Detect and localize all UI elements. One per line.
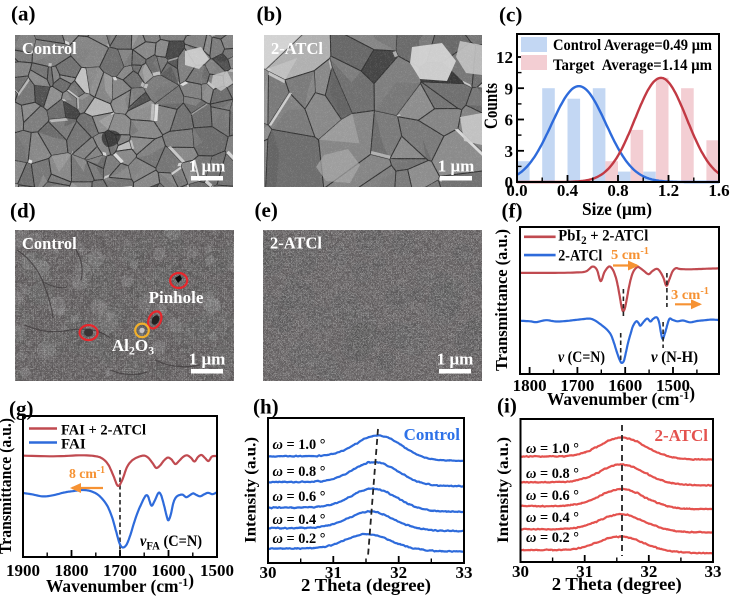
svg-text:Transmittance (a.u.): Transmittance (a.u.) [492,229,511,371]
svg-text:31: 31 [325,563,342,582]
svg-text:8 cm-1: 8 cm-1 [69,465,105,482]
svg-text:1800: 1800 [55,561,89,580]
svg-text:(e): (e) [255,198,278,222]
svg-text:32: 32 [390,563,407,582]
svg-text:FAI: FAI [61,437,86,453]
svg-text:30: 30 [260,563,277,582]
svg-text:(b): (b) [257,2,283,26]
svg-text:νFA (C=N): νFA (C=N) [140,533,202,553]
svg-text:ν (N-H): ν (N-H) [651,349,698,366]
svg-text:ω = 1.0 °: ω = 1.0 ° [526,441,579,457]
svg-text:31: 31 [576,562,593,581]
svg-text:0.0: 0.0 [506,181,527,200]
svg-text:1900: 1900 [6,561,40,580]
svg-text:Target Average=1.14 μm: Target Average=1.14 μm [553,57,713,74]
svg-text:ω = 0.8 °: ω = 0.8 ° [526,466,579,482]
svg-text:2 Theta (degree): 2 Theta (degree) [301,575,431,596]
svg-text:3: 3 [505,142,514,161]
svg-text:1700: 1700 [560,376,594,395]
svg-text:1800: 1800 [513,376,547,395]
svg-text:Control Average=0.49 μm: Control Average=0.49 μm [553,37,713,54]
svg-text:6: 6 [505,111,514,130]
svg-text:9: 9 [505,79,514,98]
svg-text:(i): (i) [497,393,517,417]
svg-text:ν (C=N): ν (C=N) [558,349,605,366]
svg-text:0.4: 0.4 [557,181,579,200]
svg-text:1.2: 1.2 [658,181,679,200]
svg-text:(f): (f) [502,199,523,223]
svg-text:33: 33 [456,563,473,582]
svg-text:ω = 0.6 °: ω = 0.6 ° [273,489,326,505]
svg-text:ω = 0.2 °: ω = 0.2 ° [273,531,326,547]
svg-text:2 Theta (degree): 2 Theta (degree) [552,574,682,595]
svg-text:(h): (h) [253,395,279,419]
svg-text:5 cm-1: 5 cm-1 [611,246,649,263]
svg-text:FAI + 2-ATCl: FAI + 2-ATCl [61,423,146,439]
svg-text:Control: Control [404,425,461,444]
svg-text:3 cm-1: 3 cm-1 [671,286,709,303]
svg-text:0: 0 [505,173,514,192]
svg-text:1500: 1500 [200,561,234,580]
svg-text:(a): (a) [11,2,36,26]
svg-text:ω = 0.4 °: ω = 0.4 ° [273,512,326,528]
svg-text:2-ATCl: 2-ATCl [270,234,322,253]
svg-text:2-ATCl: 2-ATCl [558,248,602,265]
svg-text:2-ATCl: 2-ATCl [271,39,323,58]
svg-text:Pinhole: Pinhole [149,288,204,307]
svg-text:Size (μm): Size (μm) [582,199,652,220]
svg-text:1600: 1600 [608,376,642,395]
svg-text:1.6: 1.6 [708,181,729,200]
svg-text:(c): (c) [499,3,522,27]
svg-text:Control: Control [22,234,77,253]
svg-text:1700: 1700 [103,561,137,580]
svg-text:ω = 0.6 °: ω = 0.6 ° [526,488,579,504]
svg-text:ω = 0.8 °: ω = 0.8 ° [273,464,326,480]
svg-text:ω = 0.2 °: ω = 0.2 ° [526,530,579,546]
svg-text:1 μm: 1 μm [437,350,474,369]
svg-text:32: 32 [640,562,657,581]
svg-text:12: 12 [496,48,513,67]
svg-text:Intensity (a.u.): Intensity (a.u.) [243,437,260,543]
svg-text:ω = 1.0 °: ω = 1.0 ° [273,437,326,453]
svg-text:1 μm: 1 μm [189,350,226,369]
svg-text:(d): (d) [10,199,36,223]
svg-text:ω = 0.4 °: ω = 0.4 ° [526,510,579,526]
svg-text:1 μm: 1 μm [189,157,226,176]
svg-text:1 μm: 1 μm [438,157,475,176]
svg-text:PbI2 + 2-ATCl: PbI2 + 2-ATCl [558,228,649,248]
svg-text:1500: 1500 [656,376,690,395]
svg-text:0.8: 0.8 [607,181,628,200]
svg-text:Intensity (a.u.): Intensity (a.u.) [495,437,512,543]
svg-text:Counts: Counts [481,83,502,129]
svg-text:Al2O3: Al2O3 [112,336,154,358]
svg-text:33: 33 [705,562,722,581]
svg-text:Transmittance (a.u.): Transmittance (a.u.) [0,418,15,554]
svg-text:2-ATCl: 2-ATCl [654,426,708,445]
svg-text:30: 30 [512,562,529,581]
svg-text:Control: Control [22,39,77,58]
svg-text:1600: 1600 [152,561,186,580]
